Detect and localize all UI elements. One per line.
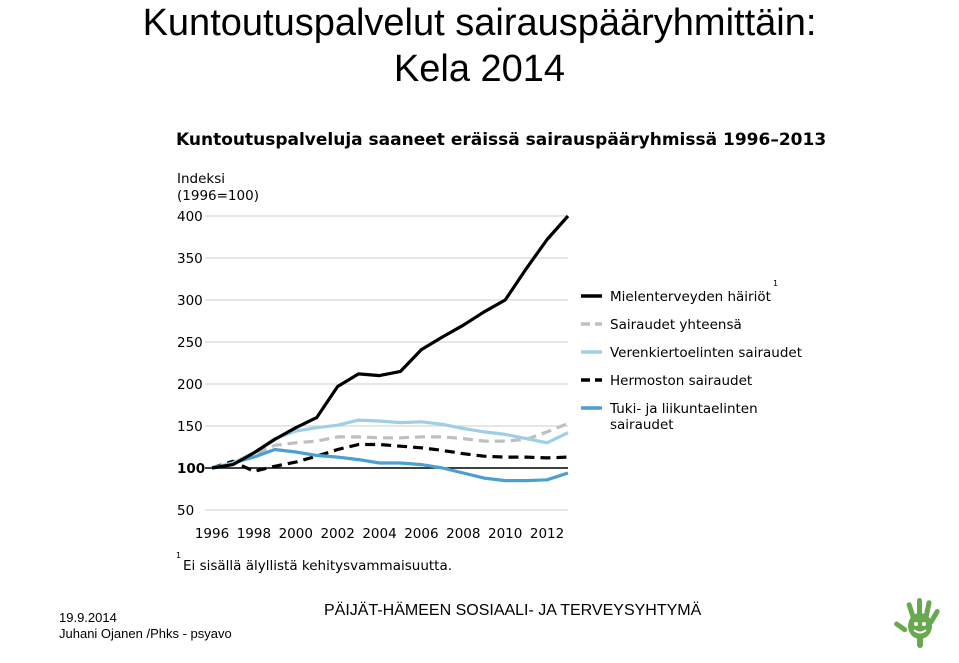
x-tick-labels: 1996 1998 2000 2002 2004 2006 2008 2010 2012: [195, 526, 564, 542]
footnote-text: Ei sisällä älyllistä kehitysvammaisuutta…: [183, 558, 452, 574]
legend-label-hermosto: Hermoston sairaudet: [610, 373, 752, 389]
x-tick-label-2012: 2012: [530, 526, 564, 542]
series-line-sairaudet_yhteensa: [211, 422, 569, 470]
slide-title-line-1: Kuntoutuspalvelut sairauspääryhmittäin:: [142, 2, 817, 44]
legend-label-tuki_liikunta-line-2: sairaudet: [610, 417, 674, 433]
y-axis-label-line-1: Indeksi: [177, 171, 225, 187]
x-tick-label-1998: 1998: [237, 526, 271, 542]
series-lines: [211, 214, 570, 483]
legend-label-mielenterveys: Mielenterveyden häiriöt: [610, 289, 771, 305]
y-tick-label-350: 350: [177, 251, 203, 267]
x-tick-label-2008: 2008: [446, 526, 480, 542]
x-tick-label-2006: 2006: [404, 526, 438, 542]
y-tick-label-250: 250: [177, 335, 203, 351]
series-line-hermosto: [211, 442, 569, 473]
legend-label-tuki_liikunta-line-1: Tuki- ja liikuntaelinten: [609, 401, 758, 417]
footer-date: 19.9.2014: [59, 610, 117, 625]
footer-author: Juhani Ojanen /Phks - psyavo: [59, 626, 232, 641]
footer-organization: PÄIJÄT-HÄMEEN SOSIAALI- JA TERVEYSYHTYMÄ: [324, 602, 702, 619]
legend-label-sairaudet_yhteensa: Sairaudet yhteensä: [610, 317, 742, 333]
x-tick-label-1996: 1996: [195, 526, 229, 542]
y-tick-label-400: 400: [177, 209, 203, 225]
y-tick-labels: 50 100 150 200 250 300 350 400: [177, 209, 205, 519]
line-chart: Kuntoutuspalveluja saaneet eräissä saira…: [176, 130, 826, 574]
green-handprint-logo-icon: [894, 598, 940, 648]
y-tick-label-50: 50: [177, 503, 194, 519]
gridlines: [205, 215, 568, 511]
y-tick-label-100: 100: [177, 461, 205, 477]
series-line-mielenterveys: [211, 214, 570, 470]
slide-title-line-2: Kela 2014: [393, 48, 566, 90]
series-line-tuki_liikunta: [211, 447, 569, 483]
y-tick-label-300: 300: [177, 293, 203, 309]
footnote-marker: 1: [176, 551, 181, 560]
x-tick-label-2004: 2004: [362, 526, 396, 542]
y-tick-label-150: 150: [177, 419, 203, 435]
x-tick-label-2010: 2010: [488, 526, 522, 542]
legend-superscript-mielenterveys: 1: [773, 279, 778, 288]
x-tick-label-2000: 2000: [279, 526, 313, 542]
legend-label-verenkierto: Verenkiertoelinten sairaudet: [610, 345, 802, 361]
chart-title: Kuntoutuspalveluja saaneet eräissä saira…: [176, 130, 826, 150]
y-tick-label-200: 200: [177, 377, 203, 393]
y-axis-label-line-2: (1996=100): [177, 188, 259, 204]
slide-title: Kuntoutuspalvelut sairauspääryhmittäin: …: [0, 0, 959, 92]
x-tick-label-2002: 2002: [320, 526, 354, 542]
